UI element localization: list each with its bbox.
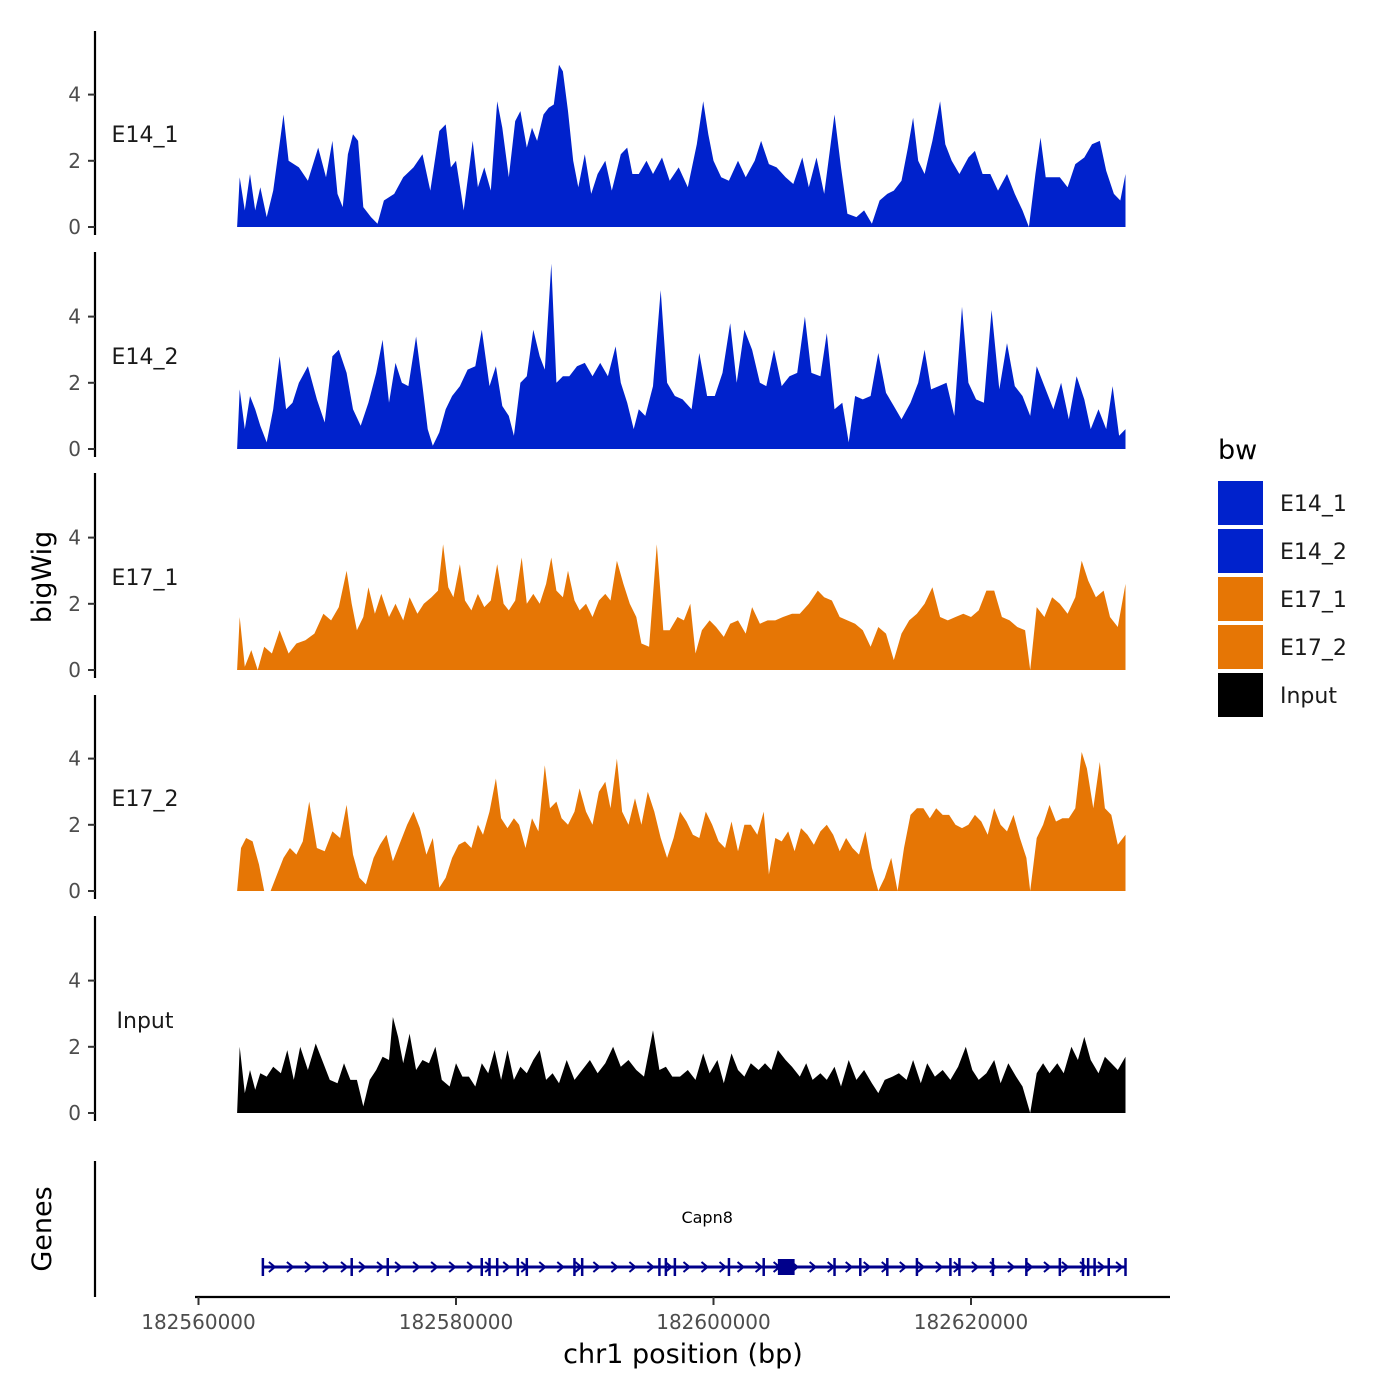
panel-E17_1: 0 2 4 E17_1: [68, 473, 1126, 682]
strand-arrow: [448, 1261, 457, 1273]
panel-Input: 0 2 4 Input: [68, 916, 1126, 1125]
strand-arrow: [754, 1261, 764, 1273]
x-tick-label: 182580000: [399, 1310, 514, 1334]
y-axis-title: bigWig: [27, 531, 58, 624]
y-tick-label: 4: [68, 526, 81, 550]
x-tick-label: 182620000: [914, 1310, 1029, 1334]
strand-arrow: [1043, 1261, 1052, 1273]
strand-arrow: [664, 1261, 674, 1273]
y-tick-label: 4: [68, 83, 81, 107]
y-tick-label: 2: [68, 149, 81, 173]
gene-name-label: Capn8: [681, 1208, 732, 1227]
y-tick-label: 0: [68, 437, 81, 461]
y-tick-label: 4: [68, 305, 81, 329]
y-tick-label: 0: [68, 1101, 81, 1125]
strand-arrow: [394, 1261, 403, 1273]
legend-swatch-E14_1: [1218, 481, 1263, 525]
strand-arrow: [845, 1261, 854, 1273]
strand-arrow: [304, 1261, 313, 1273]
strand-arrow: [1007, 1261, 1016, 1273]
strand-arrow: [502, 1261, 511, 1273]
strand-arrow: [808, 1261, 818, 1273]
strand-arrow: [268, 1261, 277, 1273]
strand-arrow: [700, 1261, 710, 1273]
genes-axis-title: Genes: [27, 1186, 58, 1271]
strand-arrow: [358, 1261, 367, 1273]
strand-arrow: [340, 1261, 349, 1273]
legend-label-E17_1: E17_1: [1280, 588, 1347, 613]
track-label-E17_1: E17_1: [112, 566, 179, 591]
strand-arrow: [466, 1261, 475, 1273]
legend-label-E14_1: E14_1: [1280, 492, 1347, 517]
track-label-E17_2: E17_2: [112, 787, 179, 812]
x-axis: 182560000 182580000 182600000 182620000: [141, 1295, 1170, 1334]
strand-arrow: [971, 1261, 980, 1273]
strand-arrow: [1025, 1261, 1034, 1273]
strand-arrow: [376, 1261, 385, 1273]
x-tick-label: 182560000: [141, 1310, 256, 1334]
legend-swatch-E17_1: [1218, 577, 1263, 621]
strand-arrow: [718, 1261, 728, 1273]
y-tick-label: 2: [68, 371, 81, 395]
legend: bw E14_1 E14_2 E17_1 E17_2 Input: [1218, 435, 1347, 717]
strand-arrow: [1097, 1261, 1106, 1273]
y-tick-label: 2: [68, 813, 81, 837]
signal-area-E17_1: [237, 544, 1126, 670]
strand-arrow: [538, 1261, 547, 1273]
strand-arrow: [412, 1261, 421, 1273]
strand-arrow: [628, 1261, 637, 1273]
strand-arrow: [682, 1261, 692, 1273]
strand-arrow: [286, 1261, 295, 1273]
strand-arrow: [484, 1261, 493, 1273]
y-tick-label: 4: [68, 969, 81, 993]
strand-arrow: [736, 1261, 746, 1273]
panel-E14_2: 0 2 4 E14_2: [68, 252, 1126, 461]
legend-swatch-E17_2: [1218, 625, 1263, 669]
y-tick-label: 4: [68, 747, 81, 771]
y-tick-label: 2: [68, 1035, 81, 1059]
strand-arrow: [863, 1261, 872, 1273]
y-tick-label: 2: [68, 592, 81, 616]
strand-arrow: [646, 1261, 655, 1273]
y-tick-label: 0: [68, 215, 81, 239]
legend-label-E14_2: E14_2: [1280, 540, 1347, 565]
legend-title: bw: [1218, 435, 1257, 466]
panel-E14_1: 0 2 4 E14_1: [68, 31, 1126, 239]
track-label-E14_2: E14_2: [112, 345, 179, 370]
gene-track-panel: Capn8: [93, 1161, 1127, 1297]
strand-arrow: [1061, 1261, 1070, 1273]
signal-area-Input: [237, 1017, 1126, 1113]
legend-label-Input: Input: [1280, 684, 1337, 709]
y-tick-label: 0: [68, 658, 81, 682]
x-axis-title: chr1 position (bp): [563, 1339, 803, 1370]
signal-area-E17_2: [237, 752, 1126, 891]
strand-arrow: [935, 1261, 944, 1273]
panel-E17_2: 0 2 4 E17_2: [68, 695, 1126, 903]
strand-arrow: [899, 1261, 908, 1273]
track-label-E14_1: E14_1: [112, 123, 179, 148]
strand-arrow: [430, 1261, 439, 1273]
signal-area-E14_2: [237, 263, 1126, 449]
signal-tracks: 0 2 4 E14_1 0 2 4 E14_2 0 2 4 E17_1 0 2 4 E17_2 0 2 4 Input: [68, 31, 1126, 1125]
strand-arrow: [556, 1261, 565, 1273]
strand-arrow: [1115, 1261, 1124, 1273]
y-tick-label: 0: [68, 879, 81, 903]
strand-arrow: [917, 1261, 926, 1273]
signal-area-E14_1: [237, 64, 1126, 227]
strand-arrow: [322, 1261, 331, 1273]
track-label-Input: Input: [117, 1009, 174, 1034]
strand-arrow: [592, 1261, 601, 1273]
legend-swatch-E14_2: [1218, 529, 1263, 573]
strand-arrow: [610, 1261, 619, 1273]
legend-swatch-Input: [1218, 673, 1263, 717]
coding-block: [777, 1259, 795, 1275]
x-tick-label: 182600000: [656, 1310, 771, 1334]
legend-label-E17_2: E17_2: [1280, 636, 1347, 661]
